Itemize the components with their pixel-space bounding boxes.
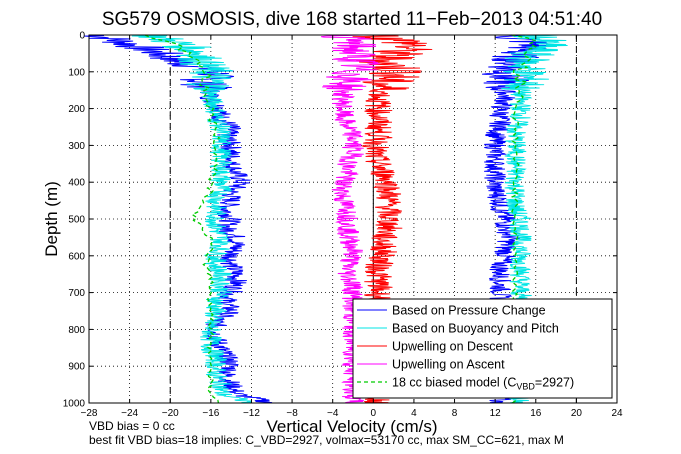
x-tick-label: −20 [162,408,179,419]
y-tick-label: 400 [68,178,85,189]
legend-model-subscript: VBD [516,382,535,392]
x-tick-label: 24 [611,408,623,419]
series-line [511,34,538,404]
y-tick-label: 700 [68,288,85,299]
x-tick-label: −8 [286,408,298,419]
legend-box [352,298,613,399]
x-tick-label: 16 [530,408,542,419]
footer-line-2: best fit VBD bias=18 implies: C_VBD=2927… [89,433,564,447]
x-tick-label: −24 [121,408,138,419]
series-line [144,34,221,404]
legend-label-model: 18 cc biased model (CVBD=2927) [392,376,574,392]
x-tick-label: 12 [490,408,502,419]
x-tick-label: −28 [81,408,98,419]
x-tick-label: −16 [202,408,219,419]
x-tick-label: −4 [327,408,339,419]
y-tick-labels: 0 100 200 300 400 500 600 700 800 900 1000 [63,31,86,410]
x-tick-label: 0 [371,408,377,419]
legend-model-suffix: =2927) [535,376,574,390]
x-tick-label: 8 [452,408,458,419]
y-tick-label: 0 [79,31,85,42]
x-tick-label: 20 [571,408,583,419]
legend-label-descent: Upwelling on Descent [392,340,513,354]
x-tick-label: −12 [243,408,260,419]
legend-label-pressure: Based on Pressure Change [392,304,546,318]
x-tick-label: 4 [411,408,417,419]
tick-marks [88,34,618,404]
series-line [320,34,380,404]
footer-line-1: VBD bias = 0 cc [89,419,175,433]
legend-model-prefix: 18 cc biased model (C [392,376,516,390]
y-tick-label: 600 [68,251,85,262]
y-tick-label: 500 [68,215,85,226]
y-tick-label: 1000 [63,399,86,410]
y-tick-label: 800 [68,325,85,336]
y-tick-label: 300 [68,141,85,152]
y-tick-label: 100 [68,67,85,78]
legend-label-ascent: Upwelling on Ascent [392,358,505,372]
y-axis-label: Depth (m) [42,181,61,257]
y-tick-label: 900 [68,362,85,373]
x-axis-label: Vertical Velocity (cm/s) [267,417,438,436]
chart-title: SG579 OSMOSIS, dive 168 started 11−Feb−2… [102,9,602,30]
series-line [131,34,252,404]
legend-label-buoyancy: Based on Buoyancy and Pitch [392,322,559,336]
y-tick-label: 200 [68,104,85,115]
x-tick-labels: −28 −24 −20 −16 −12 −8 −4 0 4 8 12 16 20 24 [81,408,623,419]
legend: Based on Pressure Change Based on Buoyan… [352,298,613,399]
